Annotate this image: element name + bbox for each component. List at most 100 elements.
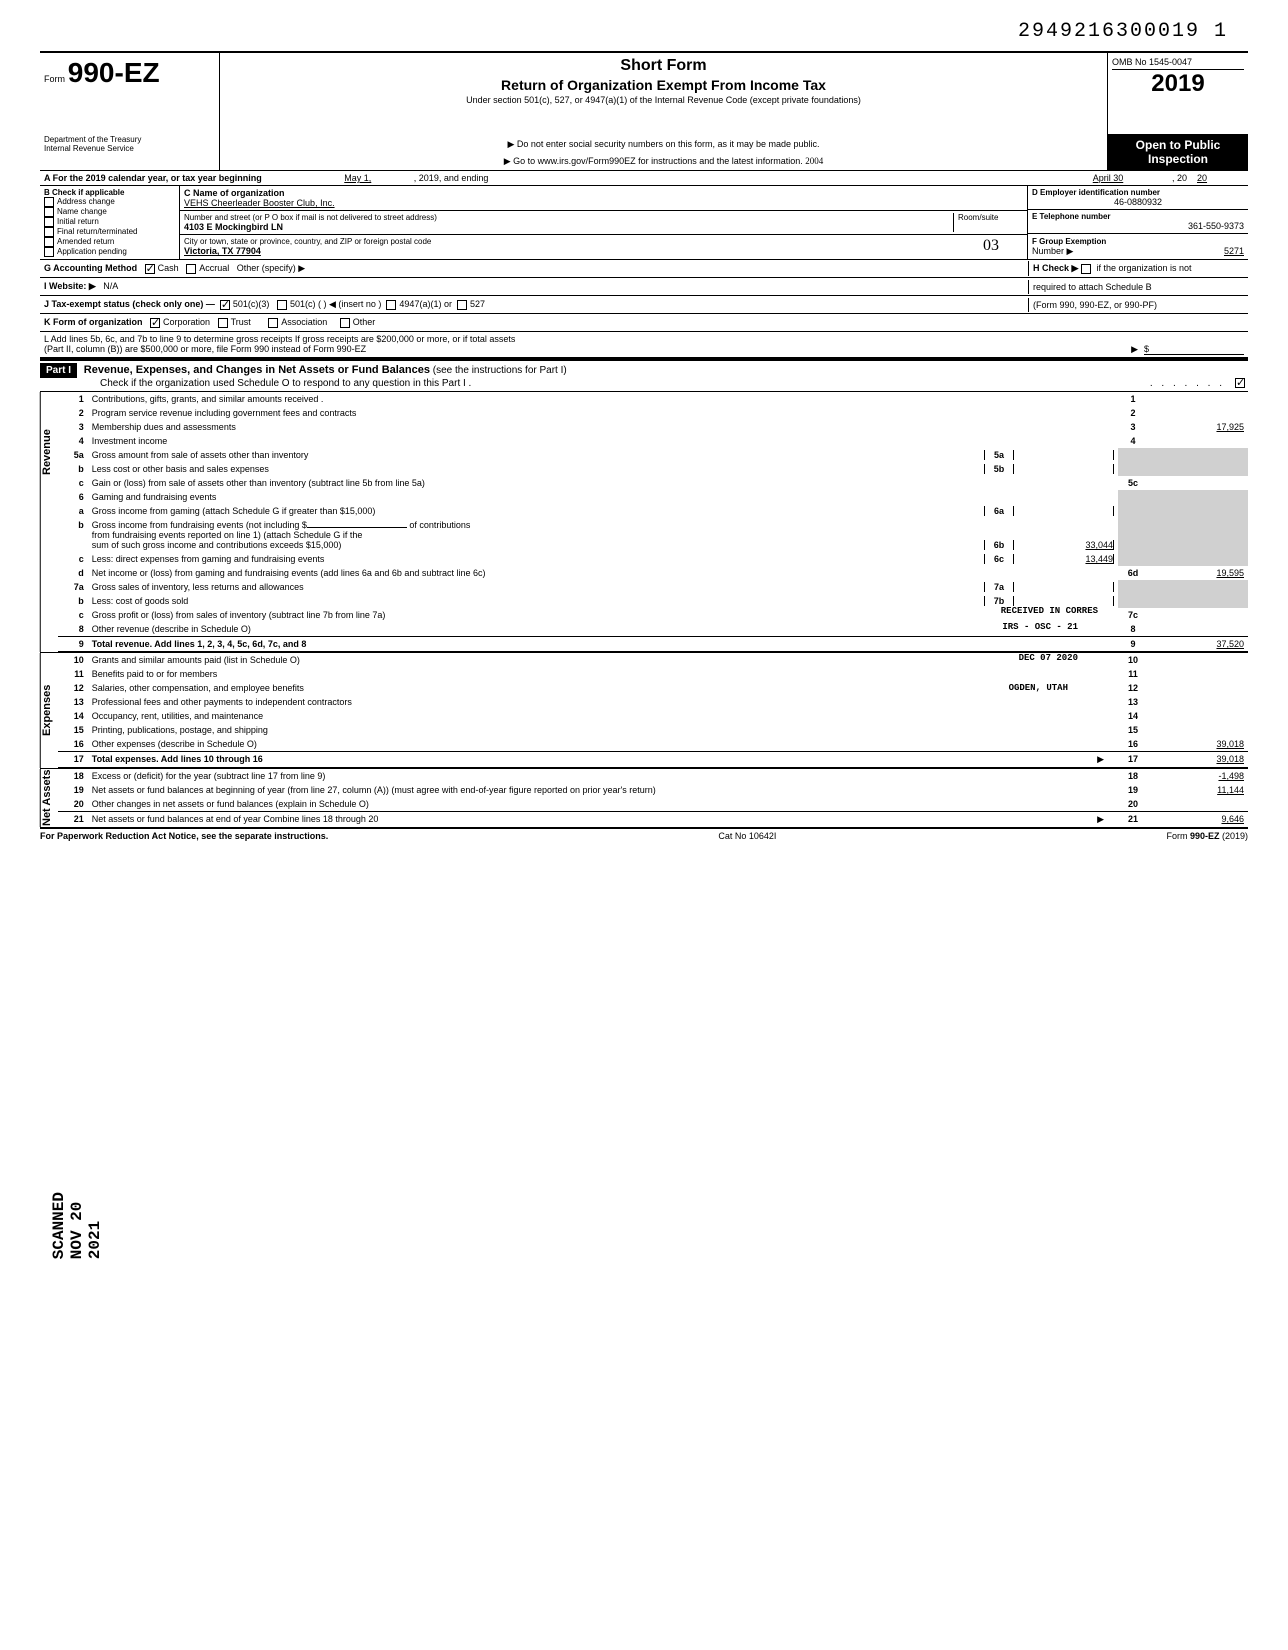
dept-irs: Internal Revenue Service: [44, 144, 215, 153]
line-7c: cGross profit or (loss) from sales of in…: [58, 608, 1248, 622]
chk-4947[interactable]: [386, 300, 396, 310]
line-10-amt: [1148, 653, 1248, 667]
line-6b-inner: 6b: [984, 540, 1014, 550]
lbl-assoc: Association: [281, 317, 327, 327]
netassets-grid: Net Assets 18Excess or (deficit) for the…: [40, 768, 1248, 827]
line-17-side: 17: [1118, 752, 1148, 768]
chk-amended[interactable]: [44, 237, 54, 247]
line-6b-num: b: [58, 518, 88, 552]
row-e-label: E Telephone number: [1032, 212, 1244, 221]
line-7a-inner: 7a: [984, 582, 1014, 592]
street-label: Number and street (or P O box if mail is…: [184, 213, 953, 222]
line-6b: b Gross income from fundraising events (…: [58, 518, 1248, 552]
line-6c-inner-amt: 13,449: [1014, 554, 1114, 564]
lbl-amended: Amended return: [57, 237, 114, 246]
line-15-desc: Printing, publications, postage, and shi…: [88, 723, 1118, 737]
line-6c-num: c: [58, 552, 88, 566]
line-9-amt: 37,520: [1148, 637, 1248, 652]
line-21-amt: 9,646: [1148, 812, 1248, 828]
line-5b-inner-amt: [1014, 464, 1114, 474]
row-h-label: H Check ▶: [1033, 263, 1078, 273]
form-prefix: Form: [44, 74, 65, 84]
chk-final[interactable]: [44, 227, 54, 237]
line-5a-amt: [1148, 448, 1248, 462]
line-6-amt: [1148, 490, 1248, 504]
row-h-text3: (Form 990, 990-EZ, or 990-PF): [1033, 300, 1157, 310]
lbl-trust: Trust: [231, 317, 251, 327]
footer: For Paperwork Reduction Act Notice, see …: [40, 827, 1248, 841]
line-13-amt: [1148, 695, 1248, 709]
line-6a-side: [1118, 504, 1148, 518]
line-3-desc: Membership dues and assessments: [88, 420, 1118, 434]
line-5a-num: 5a: [58, 448, 88, 462]
line-14-desc: Occupancy, rent, utilities, and maintena…: [88, 709, 1118, 723]
chk-assoc[interactable]: [268, 318, 278, 328]
lines-table: 1Contributions, gifts, grants, and simil…: [58, 392, 1248, 652]
line-18-amt: -1,498: [1148, 769, 1248, 783]
row-j: J Tax-exempt status (check only one) — 5…: [40, 296, 1248, 314]
part1-label: Part I: [40, 363, 77, 378]
line-6b-desc: Gross income from fundraising events (no…: [92, 520, 307, 530]
line-18-side: 18: [1118, 769, 1148, 783]
line-3-num: 3: [58, 420, 88, 434]
line-2-amt: [1148, 406, 1248, 420]
chk-501c[interactable]: [277, 300, 287, 310]
line-17: 17 Total expenses. Add lines 10 through 1…: [58, 752, 1248, 768]
website-value: N/A: [103, 281, 118, 291]
line-15: 15Printing, publications, postage, and s…: [58, 723, 1248, 737]
chk-501c3[interactable]: [220, 300, 230, 310]
row-a-label: A For the 2019 calendar year, or tax yea…: [44, 173, 262, 183]
room-hand: 03: [983, 237, 1023, 256]
chk-pending[interactable]: [44, 247, 54, 257]
chk-other-org[interactable]: [340, 318, 350, 328]
line-8-desc: Other revenue (describe in Schedule O): [92, 624, 251, 634]
line-16: 16Other expenses (describe in Schedule O…: [58, 737, 1248, 752]
line-4: 4Investment income4: [58, 434, 1248, 448]
line-6a-inner-amt: [1014, 506, 1114, 516]
row-d-label: D Employer identification number: [1032, 188, 1244, 197]
lbl-cash: Cash: [158, 263, 179, 273]
line-16-num: 16: [58, 737, 88, 752]
line-4-num: 4: [58, 434, 88, 448]
line-5a: 5aGross amount from sale of assets other…: [58, 448, 1248, 462]
chk-cash[interactable]: [145, 264, 155, 274]
chk-accrual[interactable]: [186, 264, 196, 274]
line-13-num: 13: [58, 695, 88, 709]
inspection: Inspection: [1112, 152, 1244, 166]
line-6d: dNet income or (loss) from gaming and fu…: [58, 566, 1248, 580]
line-19-num: 19: [58, 783, 88, 797]
line-1-desc: Contributions, gifts, grants, and simila…: [88, 392, 1118, 406]
line-6b-desc3: from fundraising events reported on line…: [92, 530, 1114, 540]
chk-name-change[interactable]: [44, 207, 54, 217]
line-16-amt: 39,018: [1148, 737, 1248, 752]
part1-grid: SCANNED NOV 20 2021 Revenue 1Contributio…: [40, 392, 1248, 652]
footer-cat: Cat No 10642I: [718, 831, 776, 841]
title-under: Under section 501(c), 527, or 4947(a)(1)…: [228, 95, 1099, 105]
chk-527[interactable]: [457, 300, 467, 310]
line-3-amt: 17,925: [1148, 420, 1248, 434]
line-5a-inner-amt: [1014, 450, 1114, 460]
row-k-label: K Form of organization: [44, 317, 143, 327]
stamp-ogden: OGDEN, UTAH: [1009, 683, 1068, 693]
line-17-desc: Total expenses. Add lines 10 through 16: [92, 754, 263, 764]
line-12: 12Salaries, other compensation, and empl…: [58, 681, 1248, 695]
line-21-side: 21: [1118, 812, 1148, 828]
line-1-side: 1: [1118, 392, 1148, 406]
year-suffix: 19: [1178, 70, 1205, 97]
line-16-side: 16: [1118, 737, 1148, 752]
line-12-desc: Salaries, other compensation, and employ…: [92, 683, 304, 693]
chk-initial[interactable]: [44, 217, 54, 227]
chk-address-change[interactable]: [44, 197, 54, 207]
line-10-num: 10: [58, 653, 88, 667]
chk-schedule-o[interactable]: [1235, 378, 1245, 388]
line-19-side: 19: [1118, 783, 1148, 797]
line-17-amt: 39,018: [1148, 752, 1248, 768]
part1-instr: (see the instructions for Part I): [433, 365, 567, 376]
line-5c-desc: Gain or (loss) from sale of assets other…: [88, 476, 1118, 490]
line-5b-side: [1118, 462, 1148, 476]
chk-schedule-b[interactable]: [1081, 264, 1091, 274]
form-number: 990-EZ: [68, 57, 160, 88]
chk-trust[interactable]: [218, 318, 228, 328]
line-7c-num: c: [58, 608, 88, 622]
chk-corp[interactable]: [150, 318, 160, 328]
